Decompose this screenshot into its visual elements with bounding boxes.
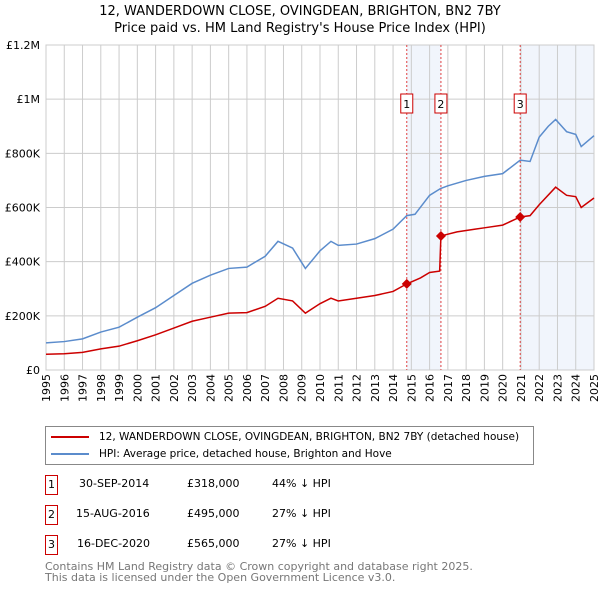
sale-number: 3 bbox=[517, 98, 524, 111]
legend: 12, WANDERDOWN CLOSE, OVINGDEAN, BRIGHTO… bbox=[45, 426, 534, 465]
y-tick-label: £0 bbox=[26, 364, 40, 377]
legend-label: 12, WANDERDOWN CLOSE, OVINGDEAN, BRIGHTO… bbox=[99, 431, 520, 443]
x-tick-label: 2005 bbox=[223, 374, 236, 402]
x-tick-label: 2017 bbox=[442, 374, 455, 402]
sale-number: 2 bbox=[437, 98, 444, 111]
x-tick-label: 2025 bbox=[588, 374, 600, 402]
legend-item-property: 12, WANDERDOWN CLOSE, OVINGDEAN, BRIGHTO… bbox=[51, 431, 519, 443]
x-tick-label: 2004 bbox=[204, 374, 217, 402]
sale-price: £318,000 bbox=[187, 477, 240, 490]
x-tick-label: 2020 bbox=[497, 374, 510, 402]
x-tick-label: 2019 bbox=[478, 374, 491, 402]
x-tick-label: 2013 bbox=[369, 374, 382, 402]
price-chart: 1995 1996 1997 1998 1999 2000 2001 2002 2003 2004… bbox=[5, 39, 600, 402]
sale-badge: 2 bbox=[45, 505, 58, 525]
x-tick-label: 1996 bbox=[58, 374, 71, 402]
legend-item-hpi: HPI: Average price, detached house, Brig… bbox=[51, 448, 392, 460]
sale-date: 16-DEC-2020 bbox=[77, 537, 151, 550]
x-tick-label: 2001 bbox=[150, 374, 163, 402]
x-tick-label: 2015 bbox=[405, 374, 418, 402]
x-tick-label: 2011 bbox=[332, 374, 345, 402]
y-tick-label: £800K bbox=[5, 147, 41, 160]
x-tick-label: 1998 bbox=[95, 374, 108, 402]
sale-price: £565,000 bbox=[187, 537, 240, 550]
x-tick-label: 2007 bbox=[259, 374, 272, 402]
x-tick-label: 1999 bbox=[113, 374, 126, 402]
x-tick-label: 2016 bbox=[424, 374, 437, 402]
x-tick-label: 2002 bbox=[168, 374, 181, 402]
sale-number-box bbox=[400, 93, 414, 114]
y-tick-label: £200K bbox=[5, 310, 41, 323]
x-tick-label: 2010 bbox=[314, 374, 327, 402]
sale-point bbox=[401, 278, 412, 289]
x-tick-label: 2000 bbox=[131, 374, 144, 402]
sale-number: 1 bbox=[403, 98, 410, 111]
sale-hpi-diff: 27% ↓ HPI bbox=[272, 537, 331, 550]
x-tick-label: 2012 bbox=[351, 374, 364, 402]
x-tick-label: 2006 bbox=[241, 374, 254, 402]
sale-number-box bbox=[434, 93, 448, 114]
plot-border bbox=[45, 44, 595, 371]
legend-swatch-blue bbox=[51, 453, 89, 455]
x-tick-label: 1995 bbox=[40, 374, 53, 402]
sale-date: 15-AUG-2016 bbox=[76, 507, 150, 520]
x-tick-label: 2003 bbox=[186, 374, 199, 402]
y-tick-label: £1M bbox=[17, 93, 41, 106]
footer: Contains HM Land Registry data © Crown c… bbox=[45, 561, 473, 583]
price-paid-line bbox=[45, 186, 595, 356]
x-tick-label: 2018 bbox=[460, 374, 473, 402]
legend-label: HPI: Average price, detached house, Brig… bbox=[99, 448, 392, 460]
sale-price: £495,000 bbox=[187, 507, 240, 520]
sale-point bbox=[515, 211, 526, 222]
x-tick-label: 2009 bbox=[296, 374, 309, 402]
x-tick-label: 1997 bbox=[77, 374, 90, 402]
x-tick-label: 2024 bbox=[570, 374, 583, 402]
subtitle-line: Price paid vs. HM Land Registry's House … bbox=[114, 21, 486, 36]
sale-point bbox=[435, 230, 446, 241]
x-tick-label: 2014 bbox=[387, 374, 400, 402]
chart-title: 12, WANDERDOWN CLOSE, OVINGDEAN, BRIGHTO… bbox=[0, 3, 600, 37]
x-tick-label: 2021 bbox=[515, 374, 528, 402]
title-line: 12, WANDERDOWN CLOSE, OVINGDEAN, BRIGHTO… bbox=[99, 4, 501, 19]
footer-line: This data is licensed under the Open Gov… bbox=[45, 571, 396, 584]
hpi-line bbox=[45, 118, 595, 344]
x-tick-label: 2008 bbox=[277, 374, 290, 402]
y-tick-label: £1.2M bbox=[6, 39, 40, 52]
footer-line: Contains HM Land Registry data © Crown c… bbox=[45, 560, 473, 573]
y-tick-label: £400K bbox=[5, 256, 41, 269]
x-tick-label: 2023 bbox=[551, 374, 564, 402]
legend-swatch-red bbox=[51, 436, 89, 438]
sale-badge: 3 bbox=[45, 535, 58, 555]
sale-badge: 1 bbox=[45, 475, 58, 495]
x-tick-label: 2022 bbox=[533, 374, 546, 402]
sale-hpi-diff: 44% ↓ HPI bbox=[272, 477, 331, 490]
sale-number-box bbox=[513, 93, 527, 114]
sale-hpi-diff: 27% ↓ HPI bbox=[272, 507, 331, 520]
y-tick-label: £600K bbox=[5, 202, 41, 215]
sale-date: 30-SEP-2014 bbox=[79, 477, 150, 490]
